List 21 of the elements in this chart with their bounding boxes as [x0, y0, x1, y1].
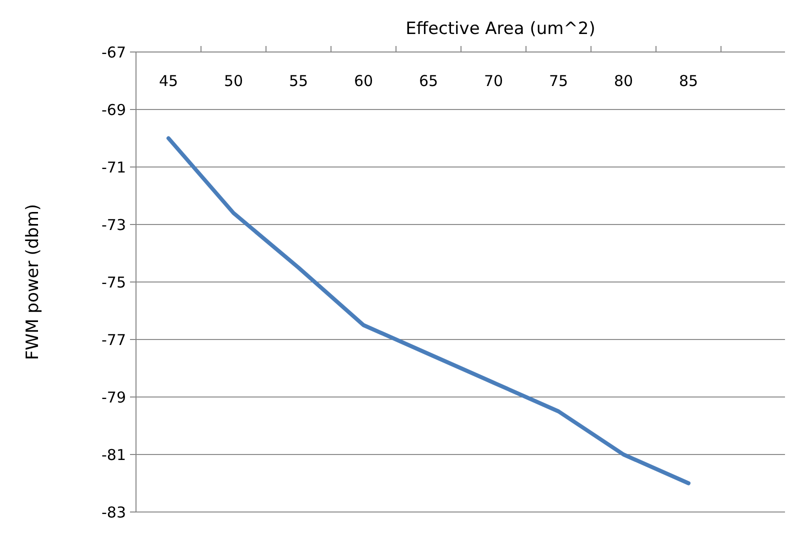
x-tick-label: 60 — [354, 72, 374, 90]
x-tick-label: 50 — [224, 72, 244, 90]
x-tick-label: 65 — [418, 72, 438, 90]
y-tick-label: -73 — [102, 216, 126, 234]
x-tick-label: 55 — [288, 72, 308, 90]
y-tick-label: -83 — [102, 503, 126, 522]
line-series — [166, 136, 690, 486]
y-tick-label: -77 — [102, 330, 126, 349]
x-axis-title: Effective Area (um^2) — [406, 19, 596, 39]
x-tick-label: 80 — [614, 72, 634, 90]
y-tick-label: -79 — [102, 388, 126, 406]
y-tick-label: -67 — [102, 43, 126, 62]
y-tick-label: -69 — [102, 100, 126, 119]
y-tick-label: -71 — [102, 158, 126, 176]
y-axis-title: FWM power (dbm) — [23, 204, 43, 360]
y-tick-label: -75 — [102, 273, 126, 292]
y-tick-label: -81 — [102, 446, 126, 464]
x-tick-label: 45 — [158, 72, 178, 90]
x-tick-label: 75 — [548, 72, 568, 90]
x-tick-label: 70 — [484, 72, 504, 90]
x-tick-label: 85 — [678, 72, 698, 90]
